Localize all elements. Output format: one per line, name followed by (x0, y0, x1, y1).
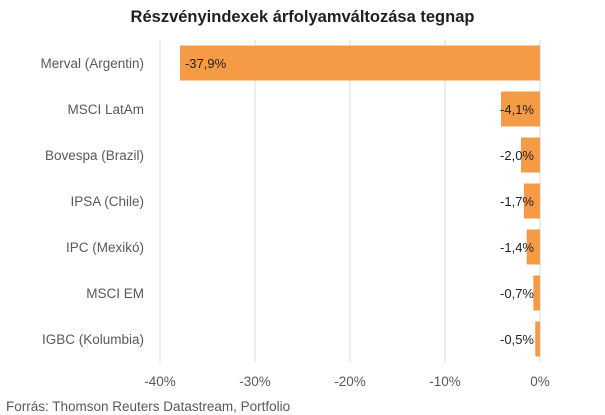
category-label-6: IGBC (Kolumbia) (42, 332, 144, 347)
data-label-4: -1,4% (500, 240, 534, 255)
x-tick-label-0: -40% (144, 374, 176, 389)
category-label-2: Bovespa (Brazil) (45, 148, 144, 163)
data-label-6: -0,5% (500, 332, 534, 347)
source-note: Forrás: Thomson Reuters Datastream, Port… (6, 399, 291, 414)
bar-3 (523, 183, 540, 219)
category-label-1: MSCI LatAm (67, 102, 144, 117)
bar-0 (179, 45, 540, 81)
data-label-1: -4,1% (500, 102, 534, 117)
x-tick-label-1: -30% (239, 374, 271, 389)
category-label-5: MSCI EM (86, 286, 144, 301)
data-label-0: -37,9% (185, 56, 227, 71)
chart-title: Részvényindexek árfolyamváltozása tegnap (130, 8, 475, 26)
category-label-0: Merval (Argentin) (40, 56, 144, 71)
bar-5 (533, 275, 540, 311)
bar-4 (526, 229, 540, 265)
x-tick-label-4: 0% (530, 374, 550, 389)
x-tick-label-2: -20% (334, 374, 366, 389)
category-label-3: IPSA (Chile) (70, 194, 144, 209)
bar-6 (535, 321, 540, 357)
data-label-2: -2,0% (500, 148, 534, 163)
bar-2 (521, 137, 540, 173)
x-tick-label-3: -10% (429, 374, 461, 389)
data-label-5: -0,7% (500, 286, 534, 301)
category-label-4: IPC (Mexikó) (66, 240, 144, 255)
data-label-3: -1,7% (500, 194, 534, 209)
bar-1 (501, 91, 540, 127)
